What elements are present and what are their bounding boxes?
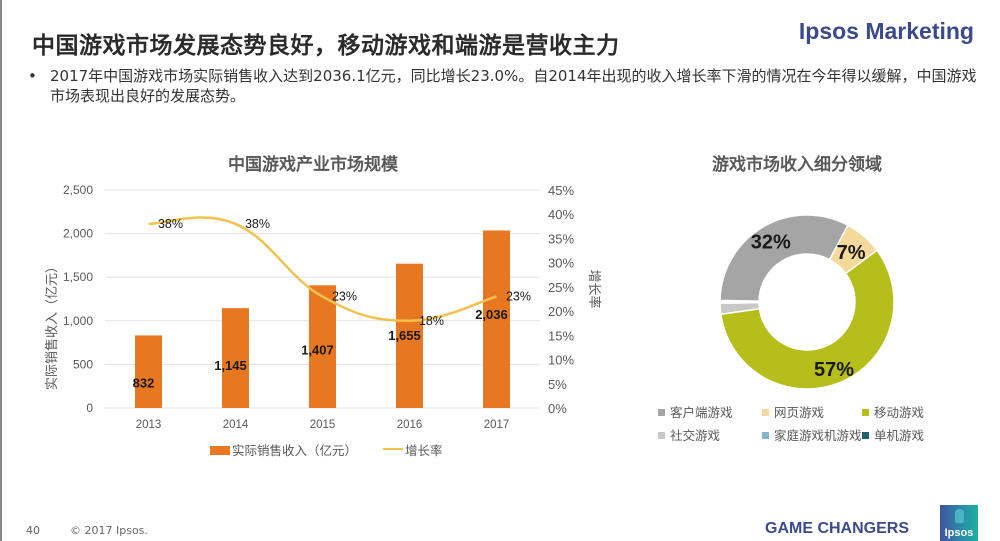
growth-rate-label: 23% xyxy=(332,290,357,304)
legend-item-growth: 增长率 xyxy=(383,443,443,458)
bar-2016 xyxy=(396,263,423,408)
legend-label: 单机游戏 xyxy=(874,428,925,443)
pie-chart-title: 游戏市场收入细分领域 xyxy=(712,155,882,175)
logo-text: Ipsos xyxy=(944,527,974,539)
legend-item-mobile-games: 移动游戏 xyxy=(862,405,924,420)
x-tick-label: 2017 xyxy=(484,419,510,431)
bar-value-label: 1,145 xyxy=(214,358,247,373)
bar-value-label: 1,407 xyxy=(301,343,334,358)
legend-label: 移动游戏 xyxy=(874,405,925,420)
donut-slice-label: 32% xyxy=(751,231,791,253)
donut-slice-label: 7% xyxy=(837,242,866,264)
y-right-tick-label: 40% xyxy=(548,207,574,222)
legend-swatch xyxy=(658,432,665,439)
legend-swatch xyxy=(862,409,869,416)
legend-swatch-revenue xyxy=(210,446,230,455)
growth-rate-label: 38% xyxy=(158,217,183,231)
legend-swatch-growth xyxy=(383,447,403,450)
y-tick-label: 2,500 xyxy=(63,183,93,197)
y-right-tick-label: 5% xyxy=(548,377,567,392)
y-tick-label: 500 xyxy=(73,357,93,371)
y-tick-label: 0 xyxy=(86,401,93,415)
pie-legend-row-2b: 家庭游戏机游戏 xyxy=(762,425,862,444)
pie-legend-row-2: 社交游戏 xyxy=(658,425,720,444)
pie-legend-row-2c: 单机游戏 xyxy=(862,425,924,444)
y-right-tick-label: 25% xyxy=(548,280,574,295)
bullet-text: 2017年中国游戏市场实际销售收入达到2036.1亿元，同比增长23.0%。自2… xyxy=(50,67,977,105)
legend-swatch xyxy=(762,409,769,416)
legend-item-standalone-games: 单机游戏 xyxy=(862,428,924,443)
pie-legend-row-1c: 移动游戏 xyxy=(862,402,924,421)
copyright: © 2017 Ipsos. xyxy=(70,524,148,537)
bar-chart-legend: 实际销售收入（亿元） 增长率 xyxy=(210,440,443,459)
legend-label: 网页游戏 xyxy=(774,405,825,420)
y-right-tick-label: 0% xyxy=(548,401,567,416)
bar-2013 xyxy=(135,335,162,408)
left-border xyxy=(0,0,2,541)
x-tick-label: 2015 xyxy=(310,419,336,431)
donut-slice-2 xyxy=(720,249,895,390)
pie-legend-row-1: 客户端游戏 xyxy=(658,402,733,421)
y-tick-label: 2,000 xyxy=(63,227,93,241)
y-axis-label-right: 增长率 xyxy=(587,269,602,308)
bar-chart-title: 中国游戏产业市场规模 xyxy=(228,155,398,175)
brand-label: Ipsos Marketing xyxy=(798,18,974,44)
bullet-icon: • xyxy=(28,67,37,85)
market-size-chart: 0 500 1,000 1,500 2,000 2,500 0% 5% 10% 15% 20% 25… xyxy=(44,183,602,431)
legend-swatch xyxy=(762,432,769,439)
y-tick-label: 1,500 xyxy=(63,270,93,284)
ipsos-logo: Ipsos xyxy=(940,505,978,541)
donut-slice-label: 57% xyxy=(814,359,854,381)
x-tick-label: 2014 xyxy=(223,419,249,431)
page-number: 40 xyxy=(26,524,40,537)
bar-2015 xyxy=(309,285,336,408)
legend-swatch xyxy=(862,432,869,439)
growth-rate-label: 38% xyxy=(245,217,270,231)
legend-label-growth: 增长率 xyxy=(405,443,443,458)
legend-item-client-games: 客户端游戏 xyxy=(658,405,733,420)
segment-donut-chart: 7% 57% 32% xyxy=(719,214,895,390)
legend-item-revenue: 实际销售收入（亿元） xyxy=(210,443,361,458)
y-axis-label-left: 实际销售收入（亿元） xyxy=(44,260,59,390)
y-tick-label: 1,000 xyxy=(63,314,93,328)
y-right-tick-label: 15% xyxy=(548,328,574,343)
y-right-tick-label: 20% xyxy=(548,304,574,319)
y-right-tick-label: 30% xyxy=(548,256,574,271)
x-tick-label: 2016 xyxy=(397,419,423,431)
legend-label-revenue: 实际销售收入（亿元） xyxy=(232,443,358,458)
logo-mark-icon xyxy=(955,509,964,523)
y-right-tick-label: 10% xyxy=(548,353,574,368)
bar-value-label: 2,036 xyxy=(475,307,508,322)
legend-item-social-games: 社交游戏 xyxy=(658,428,720,443)
legend-label: 家庭游戏机游戏 xyxy=(774,428,862,443)
bar-2014 xyxy=(222,308,249,408)
tagline: GAME CHANGERS xyxy=(765,520,910,537)
legend-item-console-games: 家庭游戏机游戏 xyxy=(762,428,862,443)
y-right-tick-label: 45% xyxy=(548,183,574,198)
x-tick-label: 2013 xyxy=(136,419,162,431)
legend-item-web-games: 网页游戏 xyxy=(762,405,824,420)
bar-value-label: 832 xyxy=(133,376,155,391)
growth-rate-label: 18% xyxy=(419,314,444,328)
bar-value-label: 1,655 xyxy=(388,328,421,343)
legend-label: 客户端游戏 xyxy=(670,405,733,420)
legend-label: 社交游戏 xyxy=(670,428,721,443)
pie-legend-row-1b: 网页游戏 xyxy=(762,402,824,421)
growth-rate-line xyxy=(148,216,497,323)
bar-2017 xyxy=(483,230,510,408)
donut-slice-0 xyxy=(719,214,849,302)
page-title: 中国游戏市场发展态势良好，移动游戏和端游是营收主力 xyxy=(32,33,620,59)
legend-swatch xyxy=(658,409,665,416)
growth-rate-label: 23% xyxy=(506,290,531,304)
y-right-tick-label: 35% xyxy=(548,231,574,246)
